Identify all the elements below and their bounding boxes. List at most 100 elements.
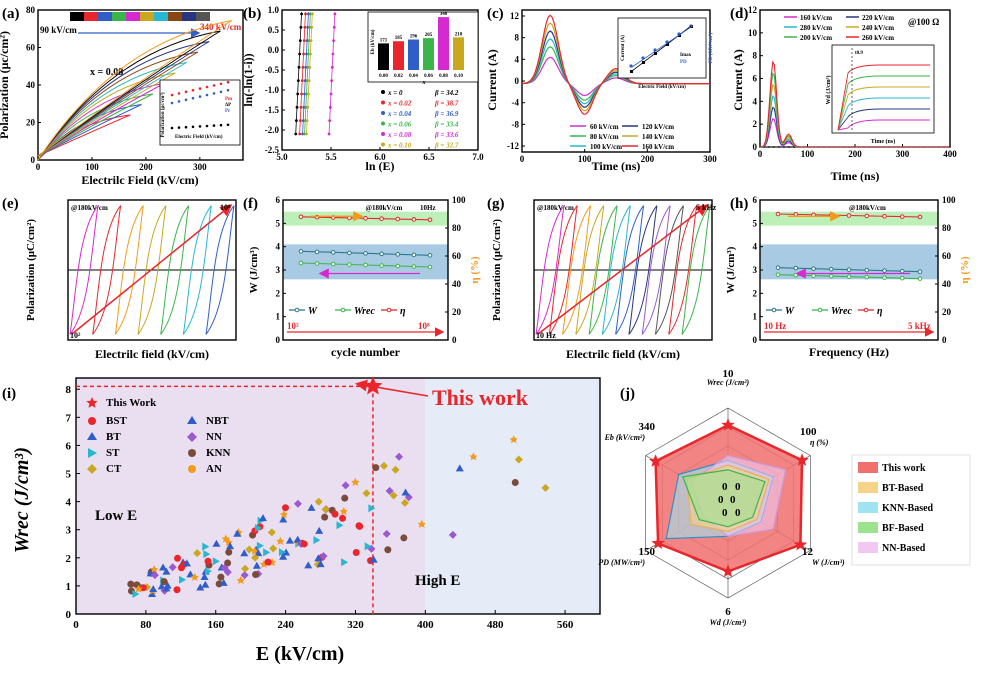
- inset-point: [170, 126, 174, 130]
- y-tick-label: 1.0: [268, 5, 280, 15]
- panel-label: (c): [487, 6, 504, 22]
- data-point-nbt: [147, 590, 156, 598]
- inset-bar-label: 210: [455, 32, 463, 37]
- y-tick-label: 0.0: [268, 45, 280, 55]
- data-point-knn: [372, 464, 380, 472]
- weibull-point: [297, 65, 301, 69]
- data-point-bst: [173, 586, 181, 594]
- y-tick-label: 20: [452, 307, 462, 317]
- series-marker: [314, 261, 320, 266]
- series-marker: [298, 260, 304, 266]
- data-point-st: [255, 523, 263, 532]
- y-tick-label: 0: [452, 335, 457, 345]
- weibull-fit-line: [295, 11, 302, 135]
- y-tick-label: 3: [66, 525, 72, 537]
- data-point-nbt: [258, 514, 267, 522]
- data-point-nn: [541, 483, 550, 492]
- note-d: @100 Ω: [908, 17, 939, 27]
- data-point-bst: [339, 514, 347, 522]
- series-marker: [298, 214, 304, 220]
- series-marker: [347, 250, 352, 256]
- y-tick-label: 5: [276, 218, 281, 228]
- data-point-nbt: [182, 559, 191, 567]
- y-axis-label: W (J/cm³): [248, 246, 260, 293]
- y-tick-label: 8: [753, 51, 758, 61]
- x-tick-label: 0: [36, 162, 41, 172]
- y-tick-label: 4: [276, 242, 281, 252]
- series-marker: [882, 275, 887, 280]
- series-marker: [917, 276, 923, 281]
- data-point-knn: [160, 578, 168, 586]
- data-point-nn: [341, 481, 350, 490]
- legend-b-name: x = 0.06: [387, 121, 412, 129]
- data-point-bst: [331, 510, 339, 518]
- panel-label: (b): [243, 6, 261, 22]
- weibull-point: [305, 132, 308, 136]
- x-tick-label: 100: [85, 162, 99, 172]
- data-point-nbt: [307, 503, 316, 511]
- y-axis-label: ln(-ln(1-i)): [241, 53, 255, 106]
- inset-c-ylabel: Current (A): [621, 35, 626, 61]
- data-point-nbt: [369, 555, 378, 563]
- radar-center-label: 0: [722, 481, 728, 493]
- weibull-point: [332, 39, 336, 43]
- weibull-point: [301, 132, 304, 136]
- y-tick-label: 12: [748, 5, 758, 15]
- weibull-point: [295, 105, 299, 109]
- x-tick-label: 6.0: [374, 152, 386, 162]
- y-tick-label: 40: [452, 279, 462, 289]
- inset-c-legend: PD: [680, 60, 687, 65]
- x-tick-label: 400: [943, 149, 957, 159]
- y-tick-label: 8: [66, 384, 72, 396]
- color-bar-segment: [98, 12, 112, 21]
- y2-axis-label: η (%): [469, 256, 481, 284]
- data-point-nbt: [157, 582, 166, 590]
- legend-j-label: NN-Based: [882, 543, 926, 554]
- radar-axis-label: Wd (J/cm³): [710, 618, 747, 627]
- weibull-point: [296, 92, 300, 96]
- pe-loop: [668, 205, 698, 335]
- start-label: 10²: [70, 331, 81, 340]
- weibull-point: [305, 119, 309, 123]
- inset-bar-cat: 0.04: [409, 74, 418, 79]
- inset-bar: [378, 43, 389, 70]
- y-tick-label: 2: [276, 288, 281, 298]
- panel-label: (g): [487, 196, 505, 212]
- series-marker: [899, 214, 905, 219]
- radar-center-label: 0: [735, 481, 741, 493]
- weibull-point: [303, 25, 307, 29]
- data-point-an: [339, 506, 348, 515]
- pe-loop: [628, 205, 658, 335]
- legend-i-label: BT: [106, 431, 121, 443]
- inset-d-curve: [837, 64, 930, 131]
- data-point-nbt: [212, 539, 221, 547]
- legend-h-label: Wrec: [831, 306, 852, 317]
- legend-b-marker: [381, 100, 385, 105]
- y-tick-label: 4: [753, 96, 758, 106]
- weibull-point: [309, 39, 313, 43]
- y-tick-label: 0: [753, 142, 758, 152]
- inset-c-legend: Imax: [680, 53, 692, 58]
- pe-loop: [601, 205, 631, 335]
- inset-c-point-imax: [666, 43, 669, 46]
- callout-label: This work: [432, 385, 529, 410]
- weibull-point: [308, 65, 312, 69]
- x-tick-label: 0: [758, 149, 763, 159]
- y-tick-label: 6: [66, 440, 72, 452]
- data-point-nn: [389, 491, 398, 500]
- color-bar-segment: [112, 12, 126, 21]
- inset-point: [177, 92, 181, 95]
- y-tick-label: 3: [276, 265, 281, 275]
- weibull-point: [330, 79, 334, 83]
- series-marker: [917, 269, 923, 274]
- x-axis-label: Electrilc field (kV/cm): [566, 347, 680, 361]
- data-point-nbt: [149, 585, 158, 593]
- weibull-point: [298, 132, 302, 136]
- weibull-point: [294, 132, 298, 136]
- weibull-point: [301, 119, 305, 123]
- series-marker: [298, 249, 304, 254]
- series-marker: [411, 264, 417, 269]
- data-point-st: [313, 536, 321, 545]
- inset-point: [191, 96, 195, 100]
